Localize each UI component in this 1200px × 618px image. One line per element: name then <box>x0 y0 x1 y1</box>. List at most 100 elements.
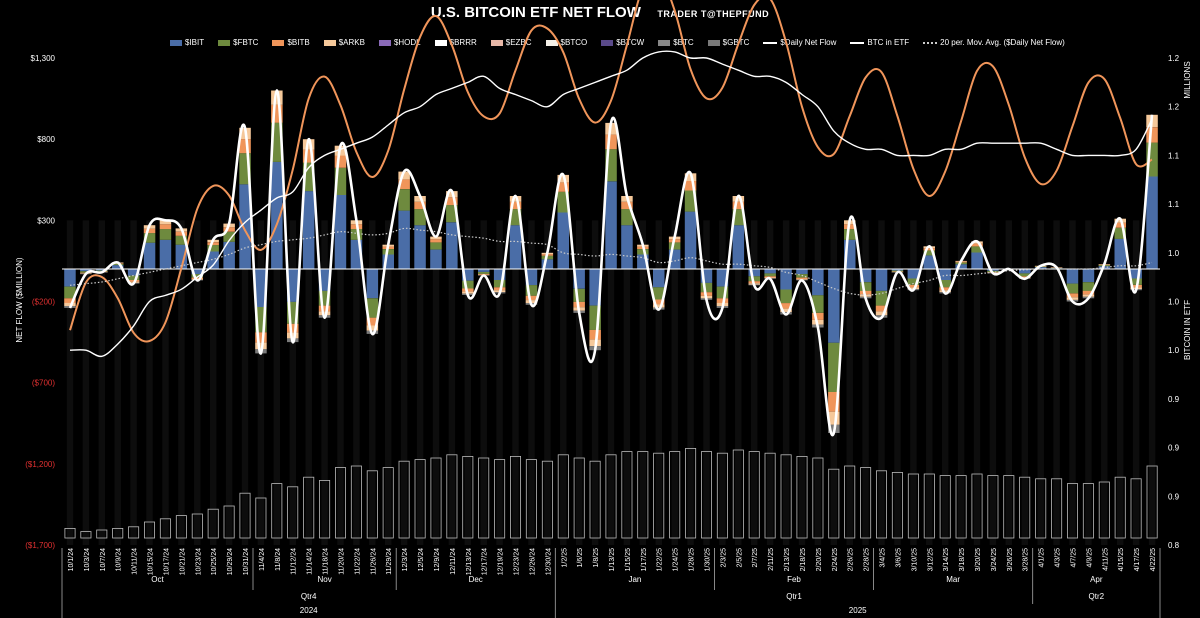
cumulative-bar <box>287 486 299 539</box>
cumulative-bar <box>1130 478 1142 539</box>
month-label: Apr <box>1090 575 1103 584</box>
flow-bar-ibit <box>127 269 140 276</box>
flow-bar-fbtc <box>207 245 219 252</box>
flow-bar-ibit <box>382 254 394 269</box>
quarter-label: Qtr4 <box>301 592 317 601</box>
flow-bar-fbtc <box>1019 273 1031 277</box>
flow-bar-fbtc <box>812 295 824 313</box>
cumulative-bar <box>541 460 553 539</box>
flow-bar-fbtc <box>493 280 506 288</box>
x-tick-label: 10/9/24 <box>116 548 123 571</box>
y2-tick-label: 1.1 <box>1168 200 1180 209</box>
column-shade <box>814 220 822 546</box>
x-tick-label: 10/3/24 <box>84 548 91 571</box>
flow-bar-ibit <box>557 212 569 269</box>
flow-bar-ibit <box>859 269 872 283</box>
cumulative-bar <box>637 451 649 539</box>
chart-title: U.S. BITCOIN ETF NET FLOW TRADER T@THEPF… <box>0 4 1200 22</box>
cumulative-bar <box>191 513 203 539</box>
cumulative-bar <box>430 457 442 539</box>
cumulative-bar <box>939 475 951 539</box>
x-tick-label: 11/29/24 <box>386 548 393 575</box>
column-shade <box>321 220 328 546</box>
y2-tick-label: 1.0 <box>1168 346 1180 355</box>
flow-bar-bitb <box>605 134 617 150</box>
cumulative-bar <box>1098 481 1110 539</box>
legend-label: BTC in ETF <box>867 38 910 47</box>
flow-bar-bitb <box>875 305 888 312</box>
flow-bar-ibit <box>446 222 458 270</box>
x-tick-label: 2/13/25 <box>784 548 791 571</box>
cumulative-bar <box>923 473 935 539</box>
x-tick-label: 3/20/25 <box>975 548 982 571</box>
cumulative-bar <box>398 460 410 539</box>
flow-bar-bitb <box>1066 293 1079 298</box>
month-label: Dec <box>469 575 483 584</box>
column-shade <box>1085 220 1092 546</box>
flow-bar-bitb <box>446 197 458 206</box>
cumulative-bar <box>509 455 521 539</box>
flow-bar-ibit <box>287 269 299 302</box>
cumulative-bar <box>462 455 474 539</box>
flow-bar-fbtc <box>80 271 92 273</box>
btc-in-etf-line <box>69 50 1153 358</box>
x-tick-label: 12/3/24 <box>402 548 409 571</box>
column-shade <box>512 220 519 546</box>
flow-bar-bitb <box>191 277 203 279</box>
flow-bar-fbtc <box>239 153 251 185</box>
legend-swatch <box>272 39 285 46</box>
cumulative-bar <box>716 452 728 539</box>
cumulative-bar <box>159 518 171 539</box>
cumulative-bar <box>621 451 633 539</box>
cumulative-bar <box>557 454 569 539</box>
column-shade <box>162 220 169 546</box>
column-shade <box>766 220 774 546</box>
x-tick-label: 12/30/24 <box>545 548 552 575</box>
flow-bar-fbtc <box>780 289 792 304</box>
flow-bar-ibit <box>414 225 426 269</box>
flow-bar-fbtc <box>637 249 649 255</box>
flow-bar-ibit <box>143 242 156 269</box>
column-shade <box>528 220 535 546</box>
x-tick-label: 11/22/24 <box>354 548 361 575</box>
flow-bar-fbtc <box>844 229 856 240</box>
cumulative-bar <box>732 449 744 539</box>
flow-bar-ibit <box>462 269 474 281</box>
column-shade <box>114 220 121 546</box>
y2-tick-label: 1.2 <box>1168 103 1180 112</box>
flow-bar-fbtc <box>366 298 379 318</box>
x-tick-label: 4/17/25 <box>1134 548 1141 571</box>
column-shade <box>576 220 583 546</box>
legend-swatch <box>658 39 671 46</box>
x-tick-label: 4/11/25 <box>1102 548 1109 571</box>
cumulative-bar <box>207 508 219 539</box>
flow-bar-ibit <box>764 269 776 274</box>
flow-bar-ibit <box>159 239 172 269</box>
column-shade <box>66 220 74 546</box>
cumulative-bar <box>605 454 617 539</box>
x-tick-label: 10/7/24 <box>100 548 107 571</box>
flow-bar-fbtc <box>605 149 617 182</box>
flow-bar-fbtc <box>653 287 665 300</box>
flow-bar-ibit <box>334 195 347 269</box>
flow-bar-ibit <box>207 251 219 269</box>
flow-bar-fbtc <box>939 280 951 288</box>
column-shade <box>496 220 503 546</box>
x-tick-label: 4/15/25 <box>1118 548 1125 571</box>
legend-item-gbtc: $GBTC <box>707 38 749 47</box>
flow-bar-bitb <box>828 392 840 412</box>
month-label: Feb <box>787 575 801 584</box>
column-shade <box>1037 220 1044 546</box>
flow-bar-fbtc <box>271 122 283 162</box>
cumulative-bar <box>780 454 792 539</box>
legend-swatch <box>707 39 720 46</box>
flow-bar-fbtc <box>159 229 172 240</box>
column-shade <box>782 220 790 546</box>
flow-bar-bitb <box>1146 127 1158 143</box>
flow-bar-ibit <box>891 269 904 271</box>
column-shade <box>591 220 599 546</box>
flow-bar-ibit <box>605 181 617 270</box>
flow-bar-fbtc <box>1066 283 1079 294</box>
x-tick-label: 12/9/24 <box>434 548 441 571</box>
legend-item-ezbc: $EZBC <box>490 38 532 47</box>
